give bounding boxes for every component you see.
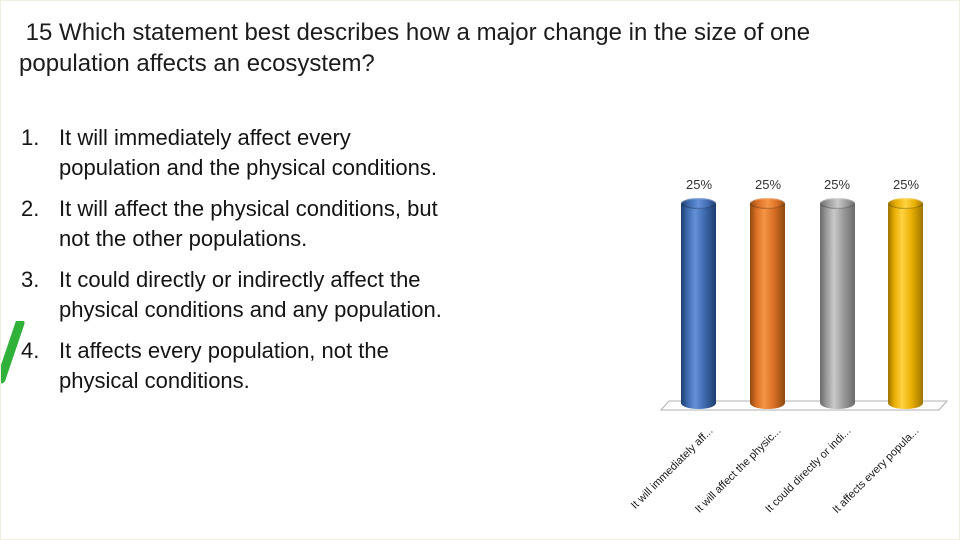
- bar-1-body: [681, 203, 716, 409]
- option-2-number: 2.: [21, 196, 40, 221]
- option-2-text: It will affect the physical conditions, …: [59, 196, 438, 251]
- options-list: 1. It will immediately affect every popu…: [21, 123, 481, 407]
- option-1: 1. It will immediately affect every popu…: [21, 123, 481, 183]
- bar-2-cylinder-orange: [750, 198, 785, 409]
- bar-2-body: [750, 203, 785, 409]
- bar-4-value-label: 25%: [892, 177, 920, 192]
- option-3: 3. It could directly or indirectly affec…: [21, 265, 481, 325]
- correct-answer-checkmark-icon: [1, 321, 25, 384]
- option-4: 4. It affects every population, not the …: [21, 336, 481, 396]
- bar-1-cylinder-blue: [681, 198, 716, 409]
- bar-3-value-label: 25%: [823, 177, 851, 192]
- option-4-text: It affects every population, not the phy…: [59, 338, 389, 393]
- poll-results-bar-chart: 25% 25% 25% 25% It will immediately aff.…: [581, 141, 959, 539]
- bar-1-value-label: 25%: [685, 177, 713, 192]
- bar-3-cylinder-gray: [820, 198, 855, 409]
- bar-4-cap: [888, 198, 923, 209]
- bar-4-body: [888, 203, 923, 409]
- option-3-text: It could directly or indirectly affect t…: [59, 267, 442, 322]
- option-1-text: It will immediately affect every populat…: [59, 125, 437, 180]
- option-4-number: 4.: [21, 338, 40, 363]
- bar-4-cylinder-yellow: [888, 198, 923, 409]
- option-1-number: 1.: [21, 125, 40, 150]
- bar-1-cap: [681, 198, 716, 209]
- bar-2-cap: [750, 198, 785, 209]
- bar-3-body: [820, 203, 855, 409]
- question-title: 15 Which statement best describes how a …: [19, 19, 817, 77]
- bar-3-cap: [820, 198, 855, 209]
- bar-2-value-label: 25%: [754, 177, 782, 192]
- option-2: 2. It will affect the physical condition…: [21, 194, 481, 254]
- option-3-number: 3.: [21, 267, 40, 292]
